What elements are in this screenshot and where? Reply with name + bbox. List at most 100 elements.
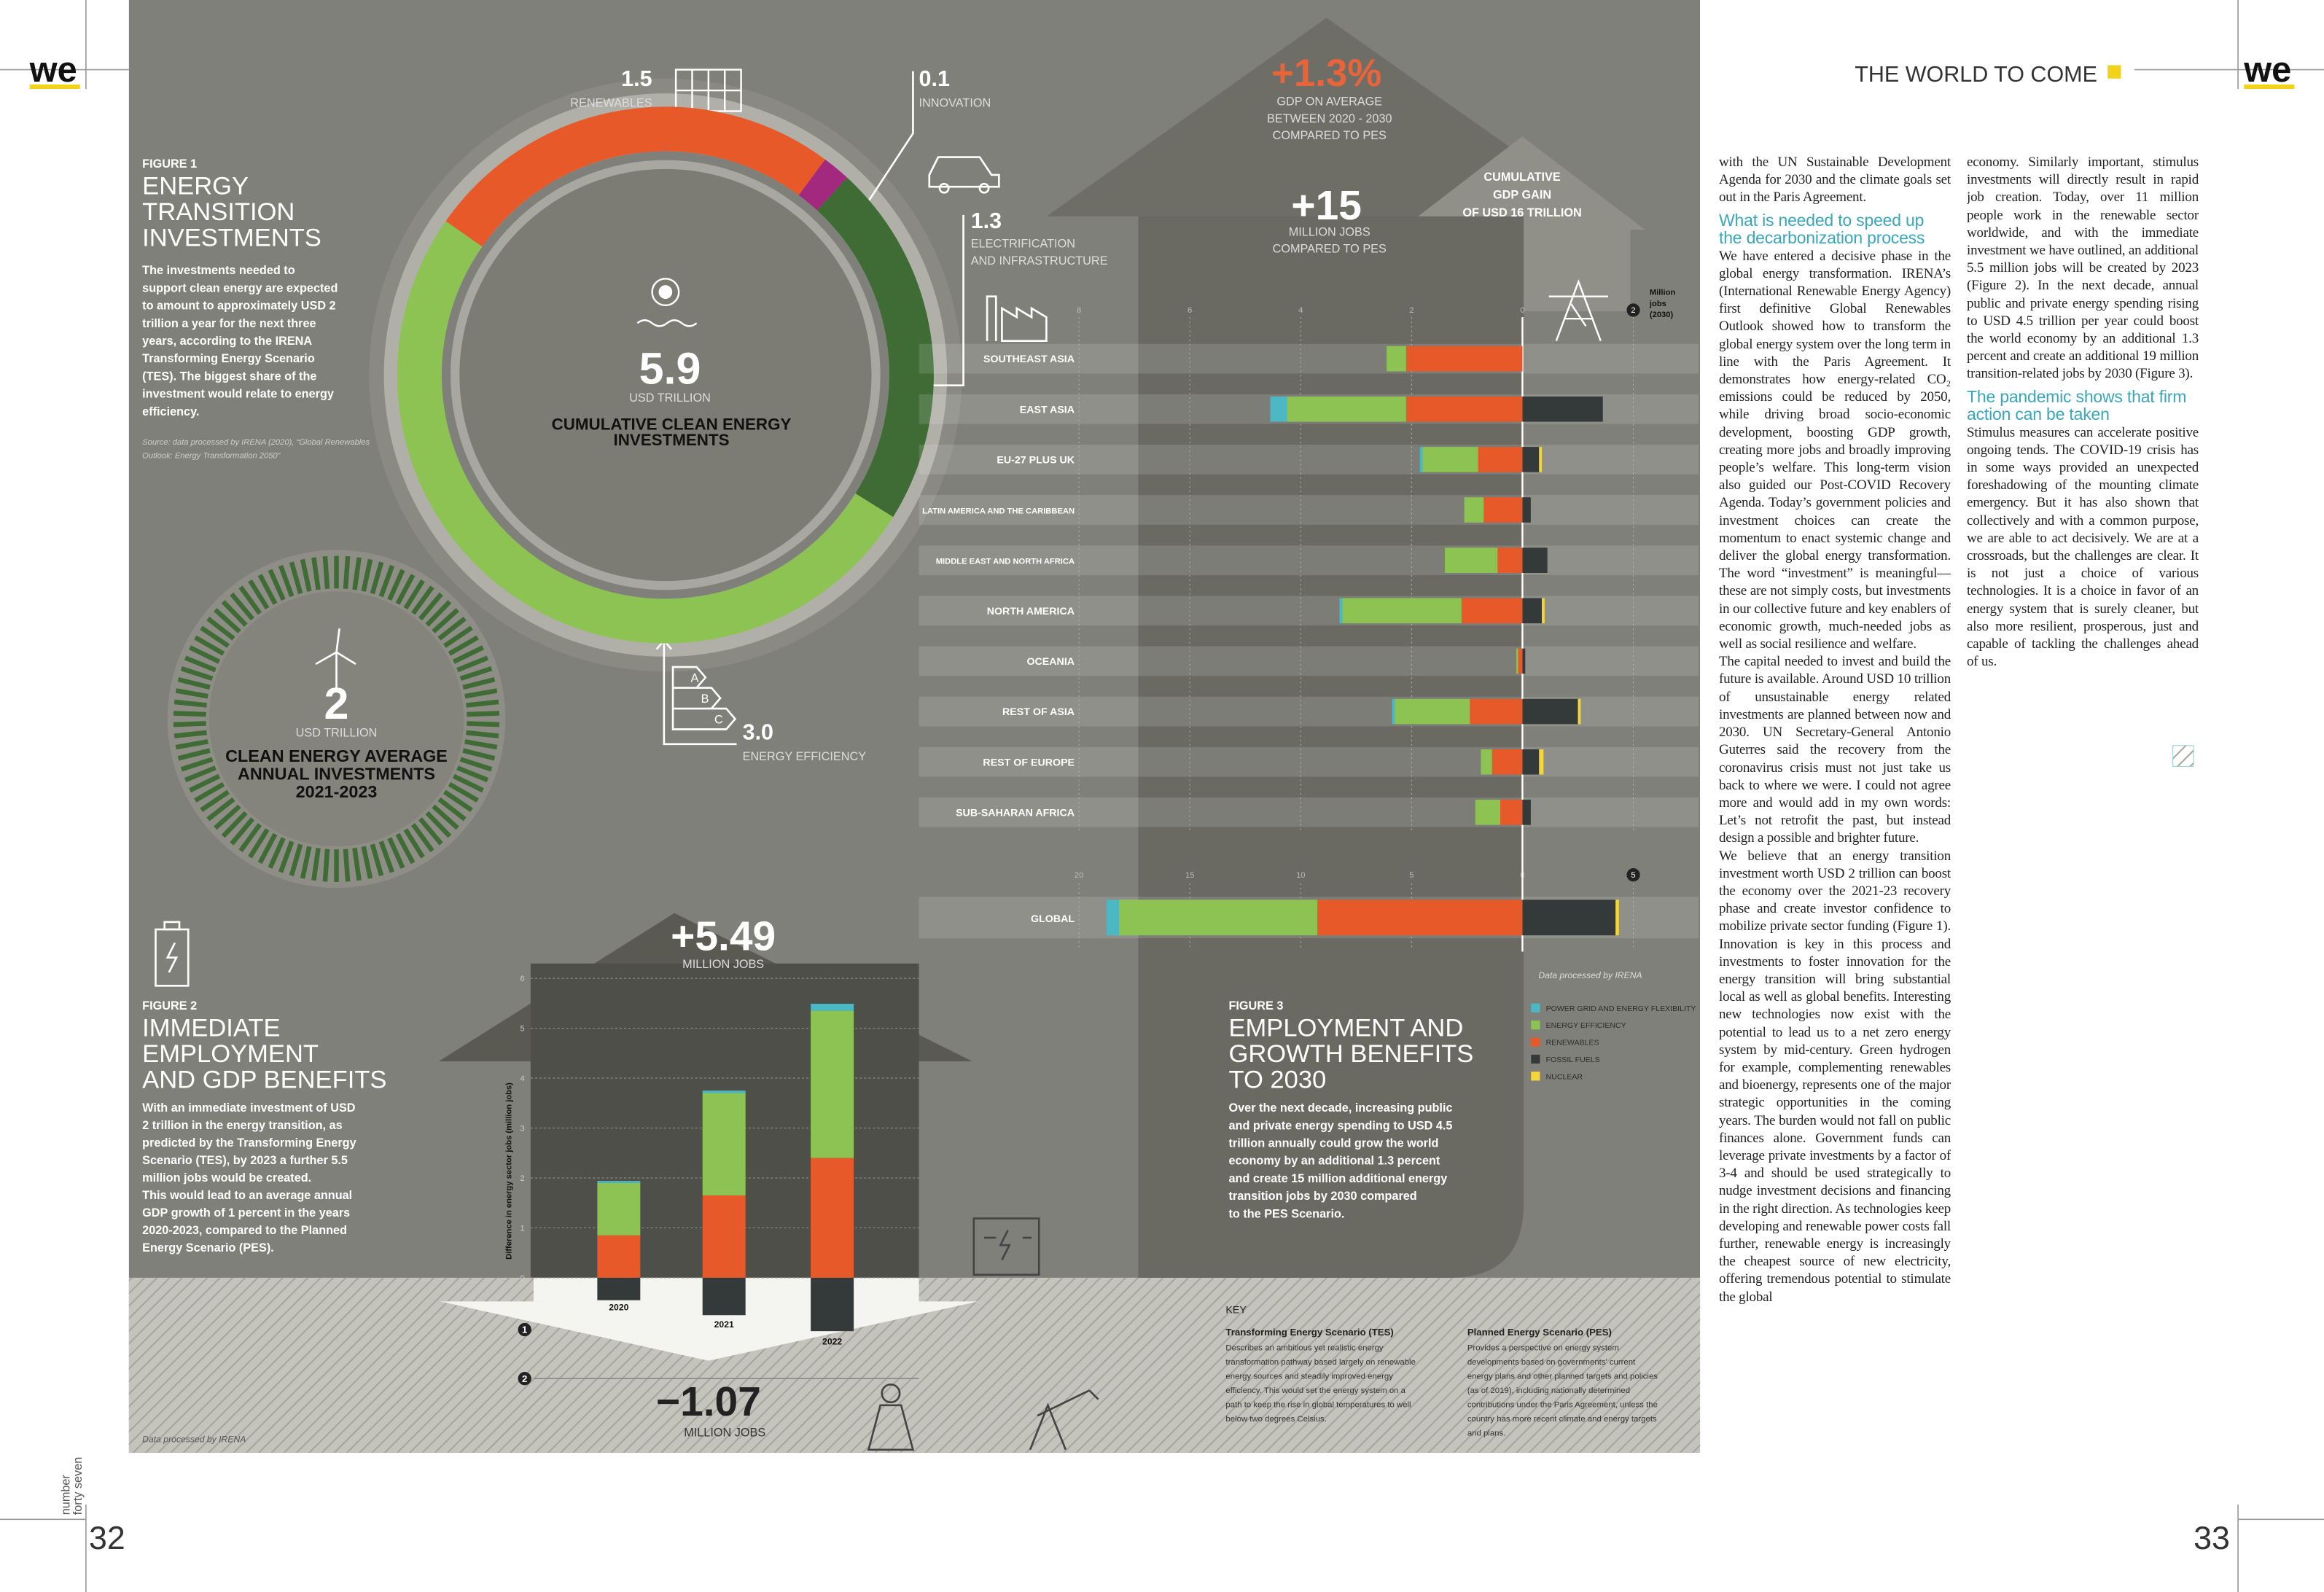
circle-stripe xyxy=(184,765,217,783)
bar-segment xyxy=(1339,598,1343,624)
figure-body: (TES). The biggest share of the xyxy=(142,370,316,383)
x-tick-label: 2021 xyxy=(714,1319,734,1330)
circle-stripe xyxy=(343,555,351,589)
bar-segment xyxy=(1445,547,1498,573)
x-tick-label: 2 xyxy=(1631,306,1635,315)
circle-stripe xyxy=(462,676,496,690)
gdp-roof xyxy=(1400,136,1645,230)
x-tick-label: 4 xyxy=(1298,306,1303,315)
figure-body: The investments needed to xyxy=(142,264,295,277)
category-label: MIDDLE EAST AND NORTH AFRICA xyxy=(936,558,1075,566)
bar-segment xyxy=(1270,396,1287,422)
gain-unit: MILLION JOBS xyxy=(682,958,764,971)
title-square xyxy=(2107,65,2121,79)
paragraph: economy. Similarly important, stimulus i… xyxy=(1967,155,2199,382)
marker-circle xyxy=(518,1322,531,1337)
y-tick-label: 2 xyxy=(520,1174,525,1183)
bar-segment xyxy=(1578,698,1581,725)
legend-swatch xyxy=(1531,1072,1540,1081)
figure-body: million jobs would be created. xyxy=(142,1171,311,1185)
figure-title: AND GDP BENEFITS xyxy=(142,1066,386,1094)
circle-stripe xyxy=(230,592,255,621)
circle-stripe xyxy=(173,699,207,708)
icon-efficiency xyxy=(671,666,737,730)
circle-stripe xyxy=(395,574,416,605)
circle-stripe xyxy=(194,635,225,656)
key-text: Describes an ambitious yet realistic ene… xyxy=(1225,1344,1384,1353)
circle-stripe xyxy=(194,781,225,803)
x-tick-label: 0 xyxy=(1520,306,1524,315)
circle-stripe xyxy=(361,846,373,879)
figure-title: GROWTH BENEFITS xyxy=(1228,1040,1473,1068)
icon-letter: B xyxy=(701,692,709,706)
key-text: developments based on governments' curre… xyxy=(1467,1358,1636,1367)
circle-stripe xyxy=(289,561,303,595)
loss-unit: MILLION JOBS xyxy=(684,1426,765,1439)
legend-swatch xyxy=(1531,1037,1540,1047)
gdp-gain-caption: OF USD 16 TRILLION xyxy=(1462,206,1581,219)
paragraph: with the UN Sustainable Development Agen… xyxy=(1719,155,1951,206)
logo-underline xyxy=(2244,84,2295,90)
figure-body: investment would relate to energy xyxy=(142,388,334,401)
donut-segment xyxy=(397,221,894,644)
circle-stripe xyxy=(180,757,214,772)
circle-stripe xyxy=(200,625,230,648)
end-mark xyxy=(2172,745,2194,767)
bar-segment xyxy=(1522,497,1531,523)
circle-stripe xyxy=(278,564,295,598)
legend-swatch xyxy=(1531,1003,1540,1012)
x-tick-label: 2022 xyxy=(822,1336,842,1346)
axis-unit: Million xyxy=(1650,289,1676,297)
circle-stripe xyxy=(432,804,459,830)
category-label: LATIN AMERICA AND THE CARIBBEAN xyxy=(922,507,1075,516)
circle-stripe xyxy=(214,608,241,633)
bar-segment xyxy=(1522,447,1540,472)
circle-stripe xyxy=(184,655,217,673)
circle-stripe xyxy=(387,837,405,869)
bar-segment xyxy=(1481,749,1492,775)
circle-stripe xyxy=(456,765,489,783)
row-band xyxy=(919,746,1699,777)
category-label: SOUTHEAST ASIA xyxy=(983,354,1075,365)
circle-stripe xyxy=(180,666,214,682)
key-text: transformation pathway based largely on … xyxy=(1225,1358,1415,1367)
circle-stripe xyxy=(248,579,270,610)
figure-title: IMMEDIATE xyxy=(142,1014,280,1042)
figure-body: GDP growth of 1 percent in the years xyxy=(142,1206,350,1220)
category-label: SUB-SAHARAN AFRICA xyxy=(956,807,1075,819)
category-label: REST OF EUROPE xyxy=(983,757,1075,768)
total-unit: USD TRILLION xyxy=(629,391,711,405)
gain-value: +5.49 xyxy=(671,913,776,959)
bar-segment xyxy=(597,1277,641,1300)
total-caption: INVESTMENTS xyxy=(614,431,730,449)
marker-label: 2 xyxy=(522,1373,527,1384)
bar-segment xyxy=(702,1277,746,1316)
legend-label: NUCLEAR xyxy=(1546,1072,1583,1081)
jobs-caption: COMPARED TO PES xyxy=(1273,243,1387,256)
icon-turbine xyxy=(315,628,356,690)
circle-stripe xyxy=(411,585,434,615)
circle-stripe xyxy=(425,600,452,627)
circle-stripe xyxy=(173,721,206,727)
figure-title: EMPLOYMENT xyxy=(142,1040,319,1068)
row-band xyxy=(919,495,1699,525)
bar-segment xyxy=(1516,648,1518,674)
figure-title: TRANSITION xyxy=(142,198,295,226)
bar-segment xyxy=(1392,698,1395,725)
icon-plant xyxy=(867,1383,915,1451)
article-column: economy. Similarly important, stimulus i… xyxy=(1967,154,2199,752)
paragraph: We believe that an energy transition inv… xyxy=(1719,848,1951,1305)
circle-stripe xyxy=(432,608,459,633)
article-column: with the UN Sustainable Development Agen… xyxy=(1719,154,1951,1463)
circle-stripe xyxy=(257,832,278,865)
bar-segment xyxy=(1518,648,1523,674)
x-tick-label: 8 xyxy=(1077,306,1081,315)
circle-stripe xyxy=(177,748,211,761)
row-band xyxy=(919,797,1699,827)
row-band xyxy=(919,596,1699,626)
legend-label: RENEWABLES xyxy=(1546,1039,1599,1047)
category-label: EU-27 PLUS UK xyxy=(997,454,1075,466)
figure-label: FIGURE 1 xyxy=(142,157,197,171)
bar-segment xyxy=(1522,547,1548,573)
